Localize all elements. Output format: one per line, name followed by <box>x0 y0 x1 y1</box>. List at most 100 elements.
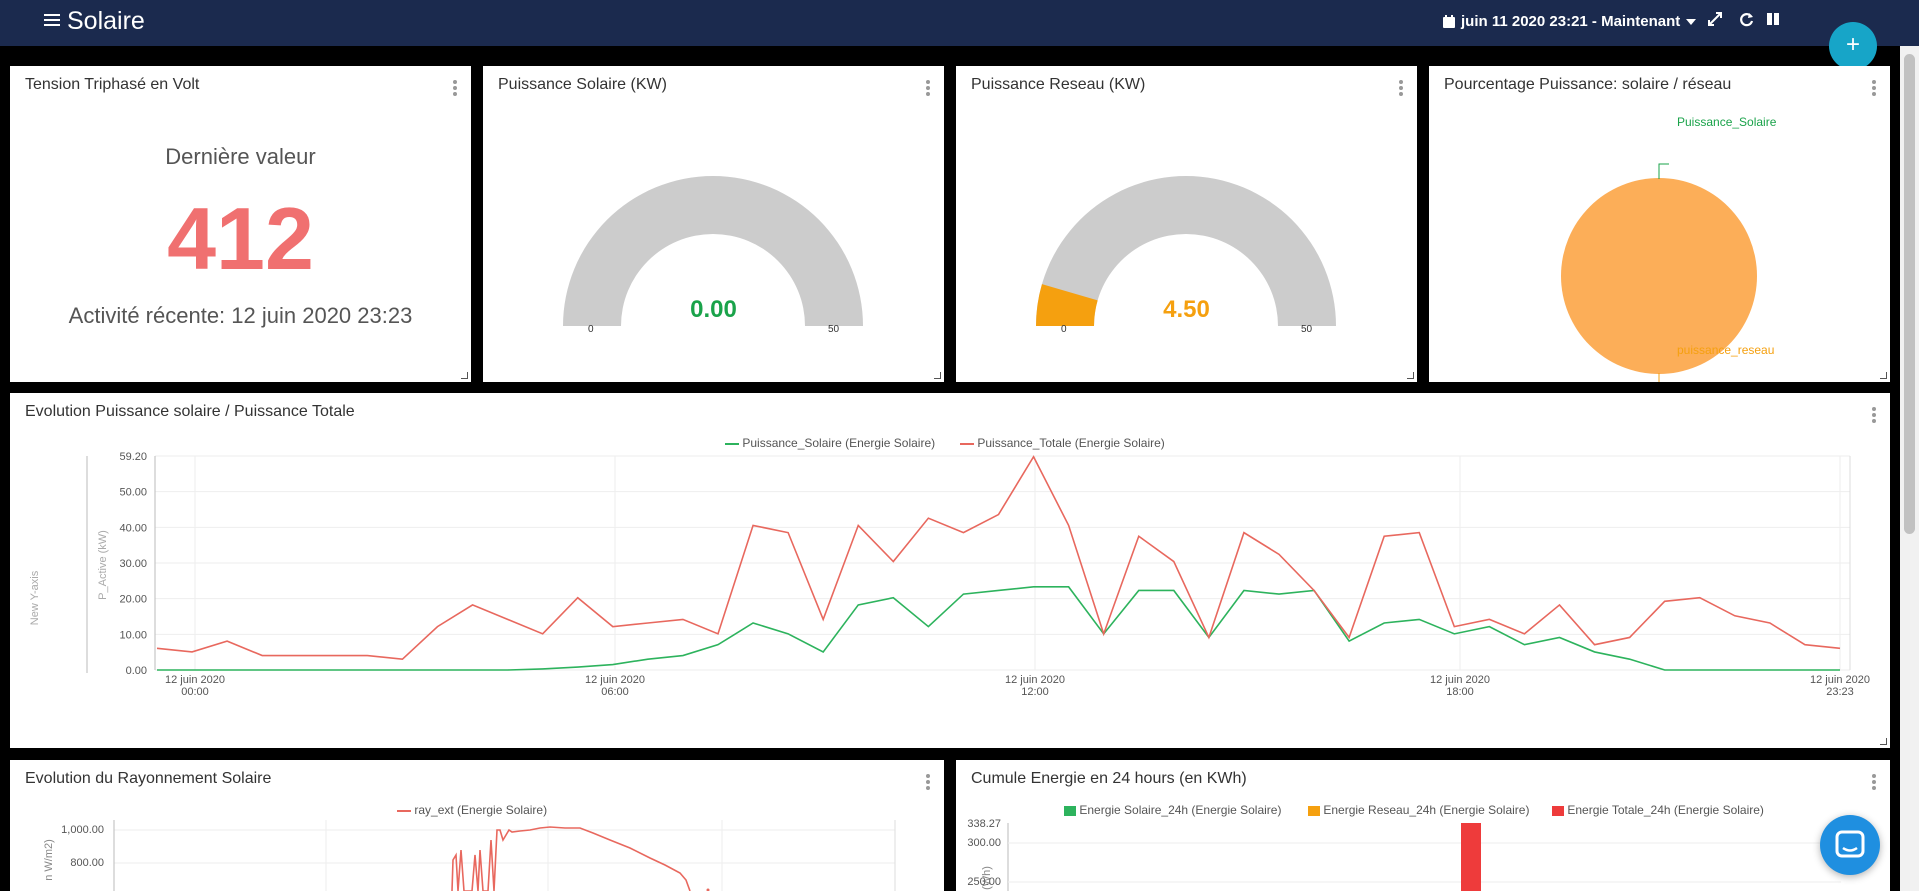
hamburger-menu-icon[interactable] <box>44 11 60 33</box>
pie-label-solar: Puissance_Solaire <box>1677 115 1777 129</box>
x-tick-label: 12 juin 2020 <box>165 674 225 686</box>
chart-ticks: 59.20 50.00 40.00 30.00 20.00 10.00 0.00 12 jui… <box>119 451 1870 698</box>
tension-value: 412 <box>167 189 314 288</box>
pie-leader-grid <box>1658 373 1660 382</box>
series-line-solar <box>157 586 1840 671</box>
date-range-label: juin 11 2020 23:21 - Maintenant <box>1461 13 1681 30</box>
legend-grid-24h-label: Energie Reseau_24h (Energie Solaire) <box>1323 803 1530 817</box>
panel-title: Puissance Reseau (KW) <box>971 76 1146 93</box>
outer-y-axis-label: New Y-axis <box>29 570 41 625</box>
layout-columns-icon[interactable] <box>1766 12 1780 26</box>
y-axis-label: (Wh) <box>981 866 993 890</box>
last-value-label: Dernière valeur <box>165 144 316 169</box>
panel-menu-icon[interactable] <box>926 774 930 792</box>
gauge-track <box>563 176 863 326</box>
x-tick-label: 00:00 <box>181 686 209 698</box>
ray-series-line <box>451 826 691 891</box>
cumul-chart: (Wh) 338.27 300.00 250.00 <box>967 818 1841 891</box>
gauge-min: 0 <box>1061 324 1067 335</box>
x-tick-label: 12 juin 2020 <box>1810 674 1870 686</box>
add-panel-button[interactable]: + <box>1829 22 1877 70</box>
y-axis-label: n W/m2) <box>43 839 55 881</box>
panel-menu-icon[interactable] <box>1872 407 1876 425</box>
panel-grid-power: Puissance Reseau (KW) 4.50 0 50 <box>956 66 1417 382</box>
panel-title: Evolution Puissance solaire / Puissance … <box>25 403 355 420</box>
legend-ray[interactable]: ray_ext (Energie Solaire) <box>397 803 547 817</box>
date-range-picker[interactable]: juin 11 2020 23:21 - Maintenant <box>1443 13 1697 30</box>
pie-slice-grid <box>1561 178 1757 374</box>
gauge-min: 0 <box>588 324 594 335</box>
panel-tension: Tension Triphasé en Volt Dernière valeur… <box>10 66 471 382</box>
panel-title: Pourcentage Puissance: solaire / réseau <box>1444 76 1732 93</box>
chart-series <box>156 455 1841 671</box>
y-tick-label: 338.27 <box>967 818 1001 830</box>
chart-grid <box>154 455 1851 671</box>
x-tick-label: 06:00 <box>601 686 629 698</box>
resize-handle[interactable] <box>1407 372 1414 379</box>
x-tick-label: 12:00 <box>1021 686 1049 698</box>
panel-title: Cumule Energie en 24 hours (en KWh) <box>971 770 1247 787</box>
y-tick-label: 50.00 <box>119 487 147 499</box>
x-tick-label: 12 juin 2020 <box>585 674 645 686</box>
y-tick-label: 59.20 <box>119 451 147 463</box>
panel-solar-power: Puissance Solaire (KW) 0.00 0 50 <box>483 66 944 382</box>
recent-activity-text: Activité récente: 12 juin 2020 23:23 <box>68 303 413 328</box>
y-tick-label: 250.00 <box>967 876 1001 888</box>
panel-evolution: Evolution Puissance solaire / Puissance … <box>10 393 1890 748</box>
x-tick-label: 18:00 <box>1446 686 1474 698</box>
top-bar: Solaire juin 11 2020 23:21 - Maintenant <box>0 0 1919 46</box>
panel-menu-icon[interactable] <box>1872 774 1876 792</box>
legend-total-24h-label: Energie Totale_24h (Energie Solaire) <box>1567 803 1764 817</box>
panel-title: Tension Triphasé en Volt <box>25 76 200 93</box>
legend-solar-24h[interactable]: Energie Solaire_24h (Energie Solaire) <box>1064 803 1281 817</box>
gauge-max: 50 <box>828 324 840 335</box>
legend-total[interactable]: Puissance_Totale (Energie Solaire) <box>960 436 1165 450</box>
bar-total-24h <box>1461 823 1481 891</box>
resize-handle[interactable] <box>461 372 468 379</box>
gauge-track <box>1036 176 1336 326</box>
calendar-icon <box>1443 15 1455 28</box>
refresh-icon[interactable] <box>1739 12 1754 27</box>
panel-menu-icon[interactable] <box>1399 80 1403 98</box>
y-tick-label: 1,000.00 <box>61 824 104 836</box>
fullscreen-icon[interactable] <box>1708 12 1722 26</box>
legend-grid-24h[interactable]: Energie Reseau_24h (Energie Solaire) <box>1308 803 1529 817</box>
ray-series-point <box>706 888 710 891</box>
page-scrollbar[interactable] <box>1900 46 1919 891</box>
legend-solar[interactable]: Puissance_Solaire (Energie Solaire) <box>725 436 935 450</box>
legend-total-24h[interactable]: Energie Totale_24h (Energie Solaire) <box>1552 803 1764 817</box>
y-axis-label: P_Active (kW) <box>97 530 109 600</box>
gauge-value: 0.00 <box>690 296 737 323</box>
pie-label-grid: puissance_reseau <box>1677 343 1775 357</box>
y-tick-label: 30.00 <box>119 558 147 570</box>
y-tick-label: 800.00 <box>70 857 104 869</box>
series-line-total <box>156 455 1841 660</box>
pie-leader-solar <box>1658 163 1669 179</box>
x-tick-label: 23:23 <box>1826 686 1854 698</box>
panel-menu-icon[interactable] <box>926 80 930 98</box>
panel-rayonnement: Evolution du Rayonnement Solaire ray_ext… <box>10 760 944 891</box>
x-tick-label: 12 juin 2020 <box>1005 674 1065 686</box>
y-tick-label: 0.00 <box>126 665 147 677</box>
panel-menu-icon[interactable] <box>1872 80 1876 98</box>
rayonnement-chart: n W/m2) 1,000.00 800.00 <box>43 820 896 891</box>
y-tick-label: 300.00 <box>967 837 1001 849</box>
resize-handle[interactable] <box>1880 738 1887 745</box>
resize-handle[interactable] <box>934 372 941 379</box>
x-tick-label: 12 juin 2020 <box>1430 674 1490 686</box>
chat-support-button[interactable] <box>1820 815 1880 875</box>
legend-solar-label: Puissance_Solaire (Energie Solaire) <box>742 436 936 450</box>
panel-menu-icon[interactable] <box>453 80 457 98</box>
scrollbar-thumb[interactable] <box>1904 54 1915 534</box>
gauge-fill <box>1036 284 1098 326</box>
resize-handle[interactable] <box>1880 372 1887 379</box>
panel-title: Puissance Solaire (KW) <box>498 76 667 93</box>
legend-solar-24h-label: Energie Solaire_24h (Energie Solaire) <box>1079 803 1282 817</box>
caret-down-icon <box>1686 18 1697 25</box>
dashboard-title: Solaire <box>67 7 145 35</box>
pie-chart <box>1561 163 1757 382</box>
panel-title: Evolution du Rayonnement Solaire <box>25 770 272 787</box>
gauge-max: 50 <box>1301 324 1313 335</box>
solar-gauge <box>563 176 863 326</box>
legend-ray-label: ray_ext (Energie Solaire) <box>414 803 548 817</box>
